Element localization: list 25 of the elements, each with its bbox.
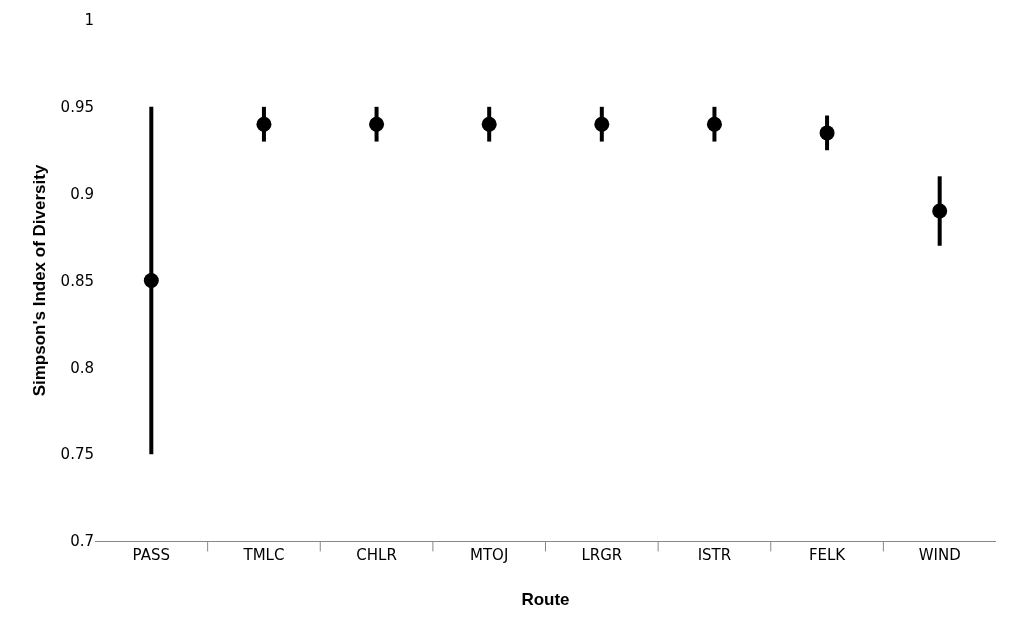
x-tick-label: PASS: [132, 546, 171, 564]
y-tick-label: 0.85: [60, 271, 94, 290]
x-tick-label: MTOJ: [470, 546, 509, 564]
x-tick-label: ISTR: [697, 546, 732, 564]
x-axis-title: Route: [521, 590, 570, 610]
point: [481, 116, 497, 132]
y-tick-label: 0.95: [60, 98, 94, 117]
x-tick-label: TMLC: [242, 546, 285, 564]
x-tick-label: CHLR: [356, 546, 397, 564]
point: [819, 125, 835, 141]
point: [932, 203, 948, 219]
point: [143, 273, 159, 288]
y-tick-label: 0.8: [70, 358, 94, 377]
point: [706, 116, 722, 132]
point: [256, 116, 272, 132]
point: [369, 116, 385, 132]
x-tick-label: WIND: [918, 546, 961, 564]
x-tick-label: FELK: [808, 546, 847, 564]
point: [594, 116, 610, 132]
y-tick-label: 0.75: [60, 445, 94, 464]
y-axis-title: Simpson's Index of Diversity: [30, 164, 50, 397]
y-tick-label: 0.7: [70, 532, 94, 551]
x-tick-label: LRGR: [581, 546, 623, 564]
y-tick-label: 1: [84, 11, 94, 30]
y-tick-label: 0.9: [70, 184, 94, 203]
